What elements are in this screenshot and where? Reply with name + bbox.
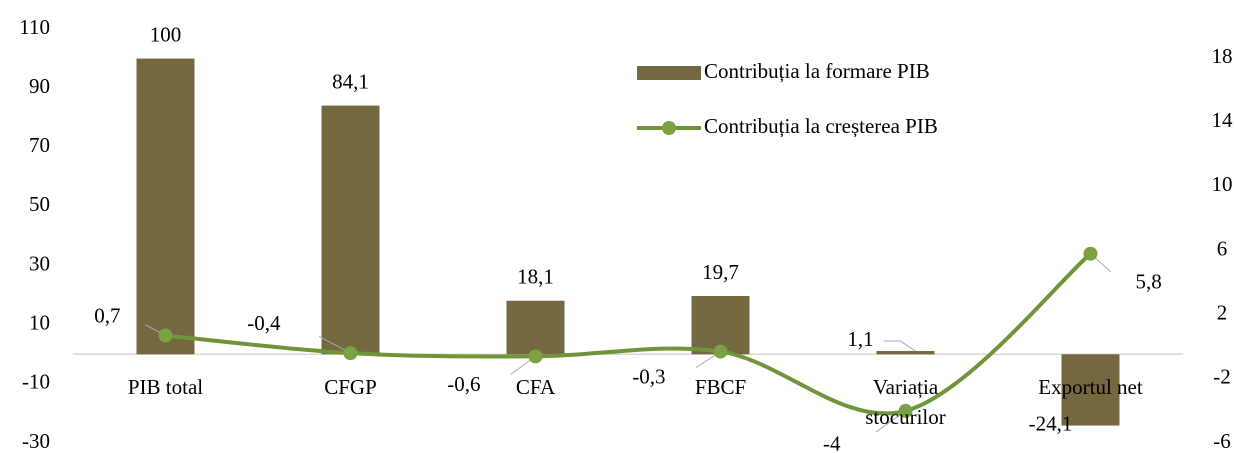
marker [343,346,358,361]
y-tick-label: 10 [29,311,50,335]
y-tick-label: 50 [29,192,50,216]
data-label: -0,6 [447,372,480,396]
data-label: 100 [150,22,182,46]
y-tick-label: -30 [22,429,50,453]
line [165,252,1092,416]
data-label: 5,8 [1136,270,1162,294]
y2-tick-label: 14 [1212,108,1234,132]
y-tick-label: 90 [29,74,50,98]
marker [898,403,913,418]
y2-tick-label: -6 [1213,429,1231,453]
marker [528,349,543,364]
y2-tick-label: 2 [1217,300,1228,324]
y-tick-label: -10 [22,370,50,394]
data-label: 84,1 [332,69,369,93]
y2-tick-label: -2 [1213,365,1231,389]
data-label: -0,4 [247,311,281,335]
legend-label: Contribuția la formare PIB [704,59,930,83]
data-label: 19,7 [702,260,739,284]
data-label: 1,1 [847,327,873,351]
bar [876,351,935,355]
y2-tick-label: 10 [1212,172,1233,196]
y-tick-label: 110 [19,15,50,39]
x-tick-label: FBCF [694,375,747,399]
legend-marker [662,121,676,135]
x-tick-label: Exportul net [1038,375,1143,399]
y2-tick-label: 6 [1217,236,1228,260]
bar [506,300,565,355]
bar [136,58,195,355]
x-tick-label: CFA [515,375,556,399]
x-tick-label: Variația stocurilor [865,375,946,429]
y2-tick-label: 18 [1212,44,1233,68]
x-tick-label: PIB total [127,375,204,399]
data-label: -4 [823,432,841,453]
legend-label: Contribuția la creșterea PIB [704,114,938,138]
bar [321,105,380,355]
data-label: -0,3 [632,364,665,388]
marker [158,328,173,343]
data-label: 18,1 [517,265,554,289]
legend-swatch [637,66,701,80]
marker [1083,246,1098,261]
data-label: 0,7 [94,303,120,327]
bar [1061,354,1120,426]
y-tick-label: 30 [29,251,50,275]
data-label: -24,1 [1029,411,1073,435]
marker [713,344,728,359]
leader-line [883,340,916,352]
x-tick-label: CFGP [324,375,377,399]
y-tick-label: 70 [29,133,50,157]
